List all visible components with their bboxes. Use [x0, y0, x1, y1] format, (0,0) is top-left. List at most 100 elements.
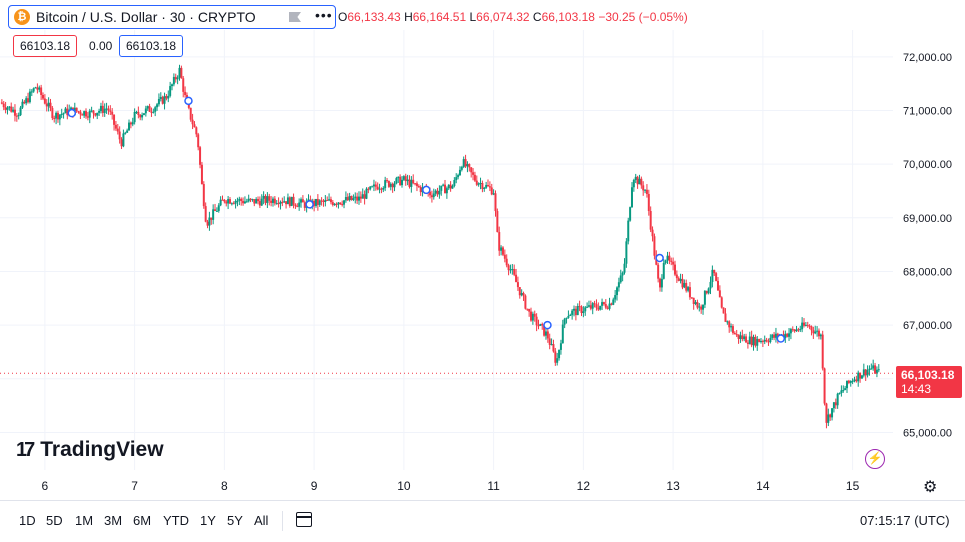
candle-body — [702, 304, 705, 310]
candle-body — [550, 344, 553, 346]
candle-body — [829, 414, 832, 418]
candle-body — [582, 311, 585, 314]
candle-body — [290, 196, 293, 206]
flash-icon[interactable]: ⚡ — [865, 449, 885, 469]
candle-body — [329, 199, 332, 203]
candle-body — [193, 124, 196, 128]
candle-body — [268, 196, 271, 201]
candle-body — [844, 388, 847, 391]
candle-body — [137, 111, 140, 115]
candle-body — [109, 110, 112, 112]
candle-body — [412, 179, 415, 184]
candle-body — [17, 115, 20, 117]
candle-body — [666, 255, 669, 261]
candle-body — [159, 96, 162, 100]
range-button-1y[interactable]: 1Y — [200, 513, 216, 528]
range-button-1m[interactable]: 1M — [75, 513, 94, 528]
candle-body — [761, 341, 764, 343]
calendar-icon[interactable] — [296, 512, 312, 527]
candle-body — [36, 87, 39, 90]
candle-body — [258, 201, 261, 206]
candle-body — [376, 186, 379, 190]
candle-body — [593, 303, 596, 305]
candle-body — [322, 200, 325, 202]
symbol-search-box[interactable]: ₿ Bitcoin / U.S. Dollar · 30 · CRYPTO ••… — [8, 5, 336, 29]
range-button-1d[interactable]: 1D — [19, 513, 36, 528]
candle-body — [395, 178, 398, 184]
candle-body — [722, 307, 725, 314]
candle-body — [225, 201, 228, 204]
candle-body — [32, 88, 35, 92]
candle-body — [799, 329, 802, 331]
candle-body — [481, 183, 484, 190]
candle-body — [709, 281, 712, 289]
utc-clock[interactable]: 07:15:17 (UTC) — [860, 513, 950, 528]
candle-body — [101, 105, 104, 113]
y-tick-label: 67,000.00 — [903, 320, 952, 332]
candle-body — [793, 329, 796, 332]
candle-body — [335, 203, 338, 205]
tradingview-mark-icon: 17 — [16, 438, 35, 461]
candle-body — [442, 184, 445, 186]
candle-body — [528, 308, 531, 312]
candle-body — [864, 369, 867, 376]
candle-body — [331, 202, 334, 206]
candle-body — [746, 342, 749, 344]
sell-price-button[interactable]: 66103.18 — [13, 35, 78, 57]
candle-body — [774, 333, 777, 338]
candle-body — [94, 113, 97, 116]
x-tick-label: 15 — [846, 479, 860, 493]
candle-body — [118, 131, 121, 140]
candle-body — [200, 164, 203, 185]
price-chart[interactable]: 65,000.0066,000.0067,000.0068,000.0069,0… — [0, 0, 965, 500]
candle-body — [808, 325, 811, 327]
candle-body — [180, 67, 183, 79]
candle-body — [298, 202, 301, 207]
gear-icon[interactable]: ⚙ — [923, 479, 938, 496]
range-button-5d[interactable]: 5D — [46, 513, 63, 528]
flag-icon[interactable] — [289, 12, 301, 22]
candle-body — [634, 176, 637, 180]
candle-body — [191, 119, 194, 125]
more-icon[interactable]: ••• — [315, 7, 333, 23]
candle-body — [348, 195, 351, 201]
candle-body — [786, 333, 789, 337]
candle-body — [730, 326, 733, 328]
event-marker — [305, 200, 314, 209]
candle-body — [273, 198, 276, 204]
candle-body — [141, 114, 144, 118]
candle-body — [365, 188, 368, 199]
candle-body — [430, 195, 433, 198]
candle-body — [436, 190, 439, 195]
candle-body — [543, 325, 546, 336]
range-button-3m[interactable]: 3M — [104, 513, 123, 528]
candle-body — [679, 278, 682, 281]
buy-price-button[interactable]: 66103.18 — [119, 35, 184, 57]
range-button-5y[interactable]: 5Y — [227, 513, 243, 528]
candle-body — [444, 184, 447, 194]
candle-body — [862, 369, 865, 376]
candle-body — [733, 332, 736, 335]
bottom-toolbar: 1D 5D 1M 3M 6M YTD 1Y 5Y All 07:15:17 (U… — [0, 500, 965, 542]
candle-body — [34, 87, 37, 89]
candle-body — [567, 315, 570, 318]
y-tick-label: 65,000.00 — [903, 427, 952, 439]
tradingview-logo[interactable]: 17 TradingView — [16, 438, 164, 462]
range-button-6m[interactable]: 6M — [133, 513, 152, 528]
candle-body — [215, 210, 218, 212]
candle-body — [238, 198, 241, 201]
candle-body — [313, 200, 316, 206]
candle-body — [788, 333, 791, 337]
candle-body — [573, 308, 576, 311]
candle-body — [363, 194, 366, 199]
candle-body — [718, 290, 721, 298]
range-button-all[interactable]: All — [254, 513, 269, 528]
candle-body — [374, 184, 377, 187]
candle-body — [453, 180, 456, 186]
range-button-ytd[interactable]: YTD — [163, 513, 189, 528]
candle-body — [623, 263, 626, 273]
candle-body — [597, 307, 600, 310]
candle-body — [214, 209, 217, 211]
candle-body — [253, 199, 256, 204]
y-tick-label: 72,000.00 — [903, 52, 952, 64]
